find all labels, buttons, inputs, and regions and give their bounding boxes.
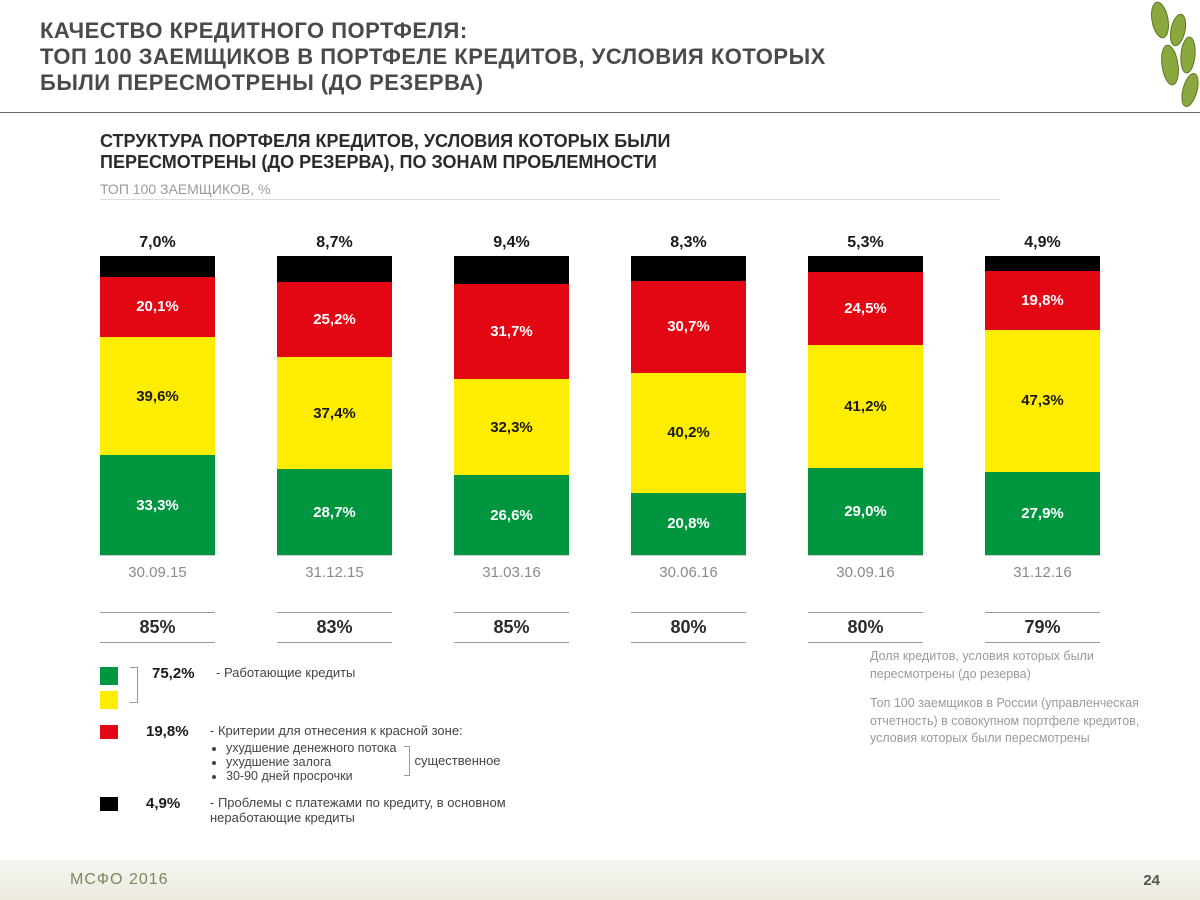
page-number: 24 — [1143, 872, 1160, 889]
segment-yellow: 40,2% — [631, 373, 746, 493]
bracket-icon — [404, 746, 410, 776]
segment-red: 19,8% — [985, 271, 1100, 330]
segment-red: 30,7% — [631, 281, 746, 373]
bar-column: 8,7% 25,2%37,4%28,7% 31.12.15 — [277, 234, 392, 604]
segment-yellow: 47,3% — [985, 330, 1100, 472]
bar-stack: 25,2%37,4%28,7% — [277, 256, 392, 556]
legend-substantial: существенное — [414, 753, 500, 768]
stacked-bar-chart: 7,0% 20,1%39,6%33,3% 30.09.15 8,7% 25,2%37,4… — [100, 234, 1100, 604]
side-note: Доля кредитов, условия которых были пере… — [870, 648, 1160, 748]
bar-stack: 20,1%39,6%33,3% — [100, 256, 215, 556]
bar-column: 5,3% 24,5%41,2%29,0% 30.09.16 — [808, 234, 923, 604]
segment-black — [277, 256, 392, 282]
segment-red: 25,2% — [277, 282, 392, 357]
bracket-icon — [130, 667, 138, 703]
side-note-p1: Доля кредитов, условия которых были пере… — [870, 648, 1160, 683]
segment-green: 27,9% — [985, 472, 1100, 556]
title-line-3: БЫЛИ ПЕРЕСМОТРЕНЫ (ДО РЕЗЕРВА) — [40, 70, 1160, 96]
chart-title-line-2: ПЕРЕСМОТРЕНЫ (ДО РЕЗЕРВА), ПО ЗОНАМ ПРОБ… — [100, 152, 1160, 173]
share-cell: 80% — [631, 612, 746, 643]
chart-sublabel: ТОП 100 ЗАЕМЩИКОВ, % — [100, 181, 1000, 200]
bar-top-label: 5,3% — [847, 234, 883, 252]
legend-working-text: - Работающие кредиты — [216, 665, 355, 680]
bar-stack: 19,8%47,3%27,9% — [985, 256, 1100, 556]
footer: МСФО 2016 24 — [0, 860, 1200, 900]
segment-black — [631, 256, 746, 281]
segment-green: 28,7% — [277, 469, 392, 555]
segment-green: 20,8% — [631, 493, 746, 555]
bar-date-label: 30.09.16 — [836, 564, 894, 581]
bar-top-label: 4,9% — [1024, 234, 1060, 252]
segment-black — [100, 256, 215, 277]
legend-red-pct: 19,8% — [146, 723, 200, 740]
bar-date-label: 30.06.16 — [659, 564, 717, 581]
segment-black — [808, 256, 923, 272]
title-line-2: ТОП 100 ЗАЕМЩИКОВ В ПОРТФЕЛЕ КРЕДИТОВ, У… — [40, 44, 1160, 70]
segment-yellow: 41,2% — [808, 345, 923, 468]
share-cell: 80% — [808, 612, 923, 643]
segment-black — [454, 256, 569, 284]
legend-black-text: - Проблемы с платежами по кредиту, в осн… — [210, 795, 590, 825]
legend-black-pct: 4,9% — [146, 795, 200, 812]
bar-date-label: 30.09.15 — [128, 564, 186, 581]
title-line-1: КАЧЕСТВО КРЕДИТНОГО ПОРТФЕЛЯ: — [40, 18, 1160, 44]
swatch-yellow — [100, 691, 118, 709]
segment-green: 33,3% — [100, 455, 215, 555]
segment-yellow: 32,3% — [454, 379, 569, 476]
swatch-green — [100, 667, 118, 685]
bar-date-label: 31.12.15 — [305, 564, 363, 581]
segment-red: 20,1% — [100, 277, 215, 337]
bar-column: 8,3% 30,7%40,2%20,8% 30.06.16 — [631, 234, 746, 604]
share-row: 85% 83% 85% 80% 80% 79% — [100, 612, 1100, 643]
segment-yellow: 39,6% — [100, 337, 215, 455]
segment-green: 26,6% — [454, 475, 569, 555]
bar-stack: 30,7%40,2%20,8% — [631, 256, 746, 556]
bar-top-label: 8,3% — [670, 234, 706, 252]
legend-bullet: ухудшение залога — [226, 755, 396, 769]
segment-green: 29,0% — [808, 468, 923, 555]
side-note-p2: Топ 100 заемщиков в России (управленческ… — [870, 695, 1160, 748]
share-cell: 85% — [100, 612, 215, 643]
bar-column: 7,0% 20,1%39,6%33,3% 30.09.15 — [100, 234, 215, 604]
footer-label: МСФО 2016 — [70, 871, 169, 889]
bar-date-label: 31.12.16 — [1013, 564, 1071, 581]
share-cell: 85% — [454, 612, 569, 643]
share-cell: 83% — [277, 612, 392, 643]
slide-header: КАЧЕСТВО КРЕДИТНОГО ПОРТФЕЛЯ: ТОП 100 ЗА… — [0, 0, 1200, 106]
legend-bullet: ухудшение денежного потока — [226, 741, 396, 755]
legend-red-text: - Критерии для отнесения к красной зоне:… — [210, 723, 501, 783]
segment-black — [985, 256, 1100, 271]
chart-title-line-1: СТРУКТУРА ПОРТФЕЛЯ КРЕДИТОВ, УСЛОВИЯ КОТ… — [100, 131, 1160, 152]
legend-bullet: 30-90 дней просрочки — [226, 769, 396, 783]
share-cell: 79% — [985, 612, 1100, 643]
bar-stack: 24,5%41,2%29,0% — [808, 256, 923, 556]
bar-column: 4,9% 19,8%47,3%27,9% 31.12.16 — [985, 234, 1100, 604]
bar-date-label: 31.03.16 — [482, 564, 540, 581]
segment-red: 24,5% — [808, 272, 923, 345]
bar-top-label: 7,0% — [139, 234, 175, 252]
legend-working-pct: 75,2% — [152, 665, 206, 682]
bar-top-label: 8,7% — [316, 234, 352, 252]
segment-red: 31,7% — [454, 284, 569, 379]
swatch-black — [100, 797, 118, 811]
bar-column: 9,4% 31,7%32,3%26,6% 31.03.16 — [454, 234, 569, 604]
bar-stack: 31,7%32,3%26,6% — [454, 256, 569, 556]
chart-subheader: СТРУКТУРА ПОРТФЕЛЯ КРЕДИТОВ, УСЛОВИЯ КОТ… — [0, 113, 1200, 204]
bar-top-label: 9,4% — [493, 234, 529, 252]
segment-yellow: 37,4% — [277, 357, 392, 469]
swatch-red — [100, 725, 118, 739]
